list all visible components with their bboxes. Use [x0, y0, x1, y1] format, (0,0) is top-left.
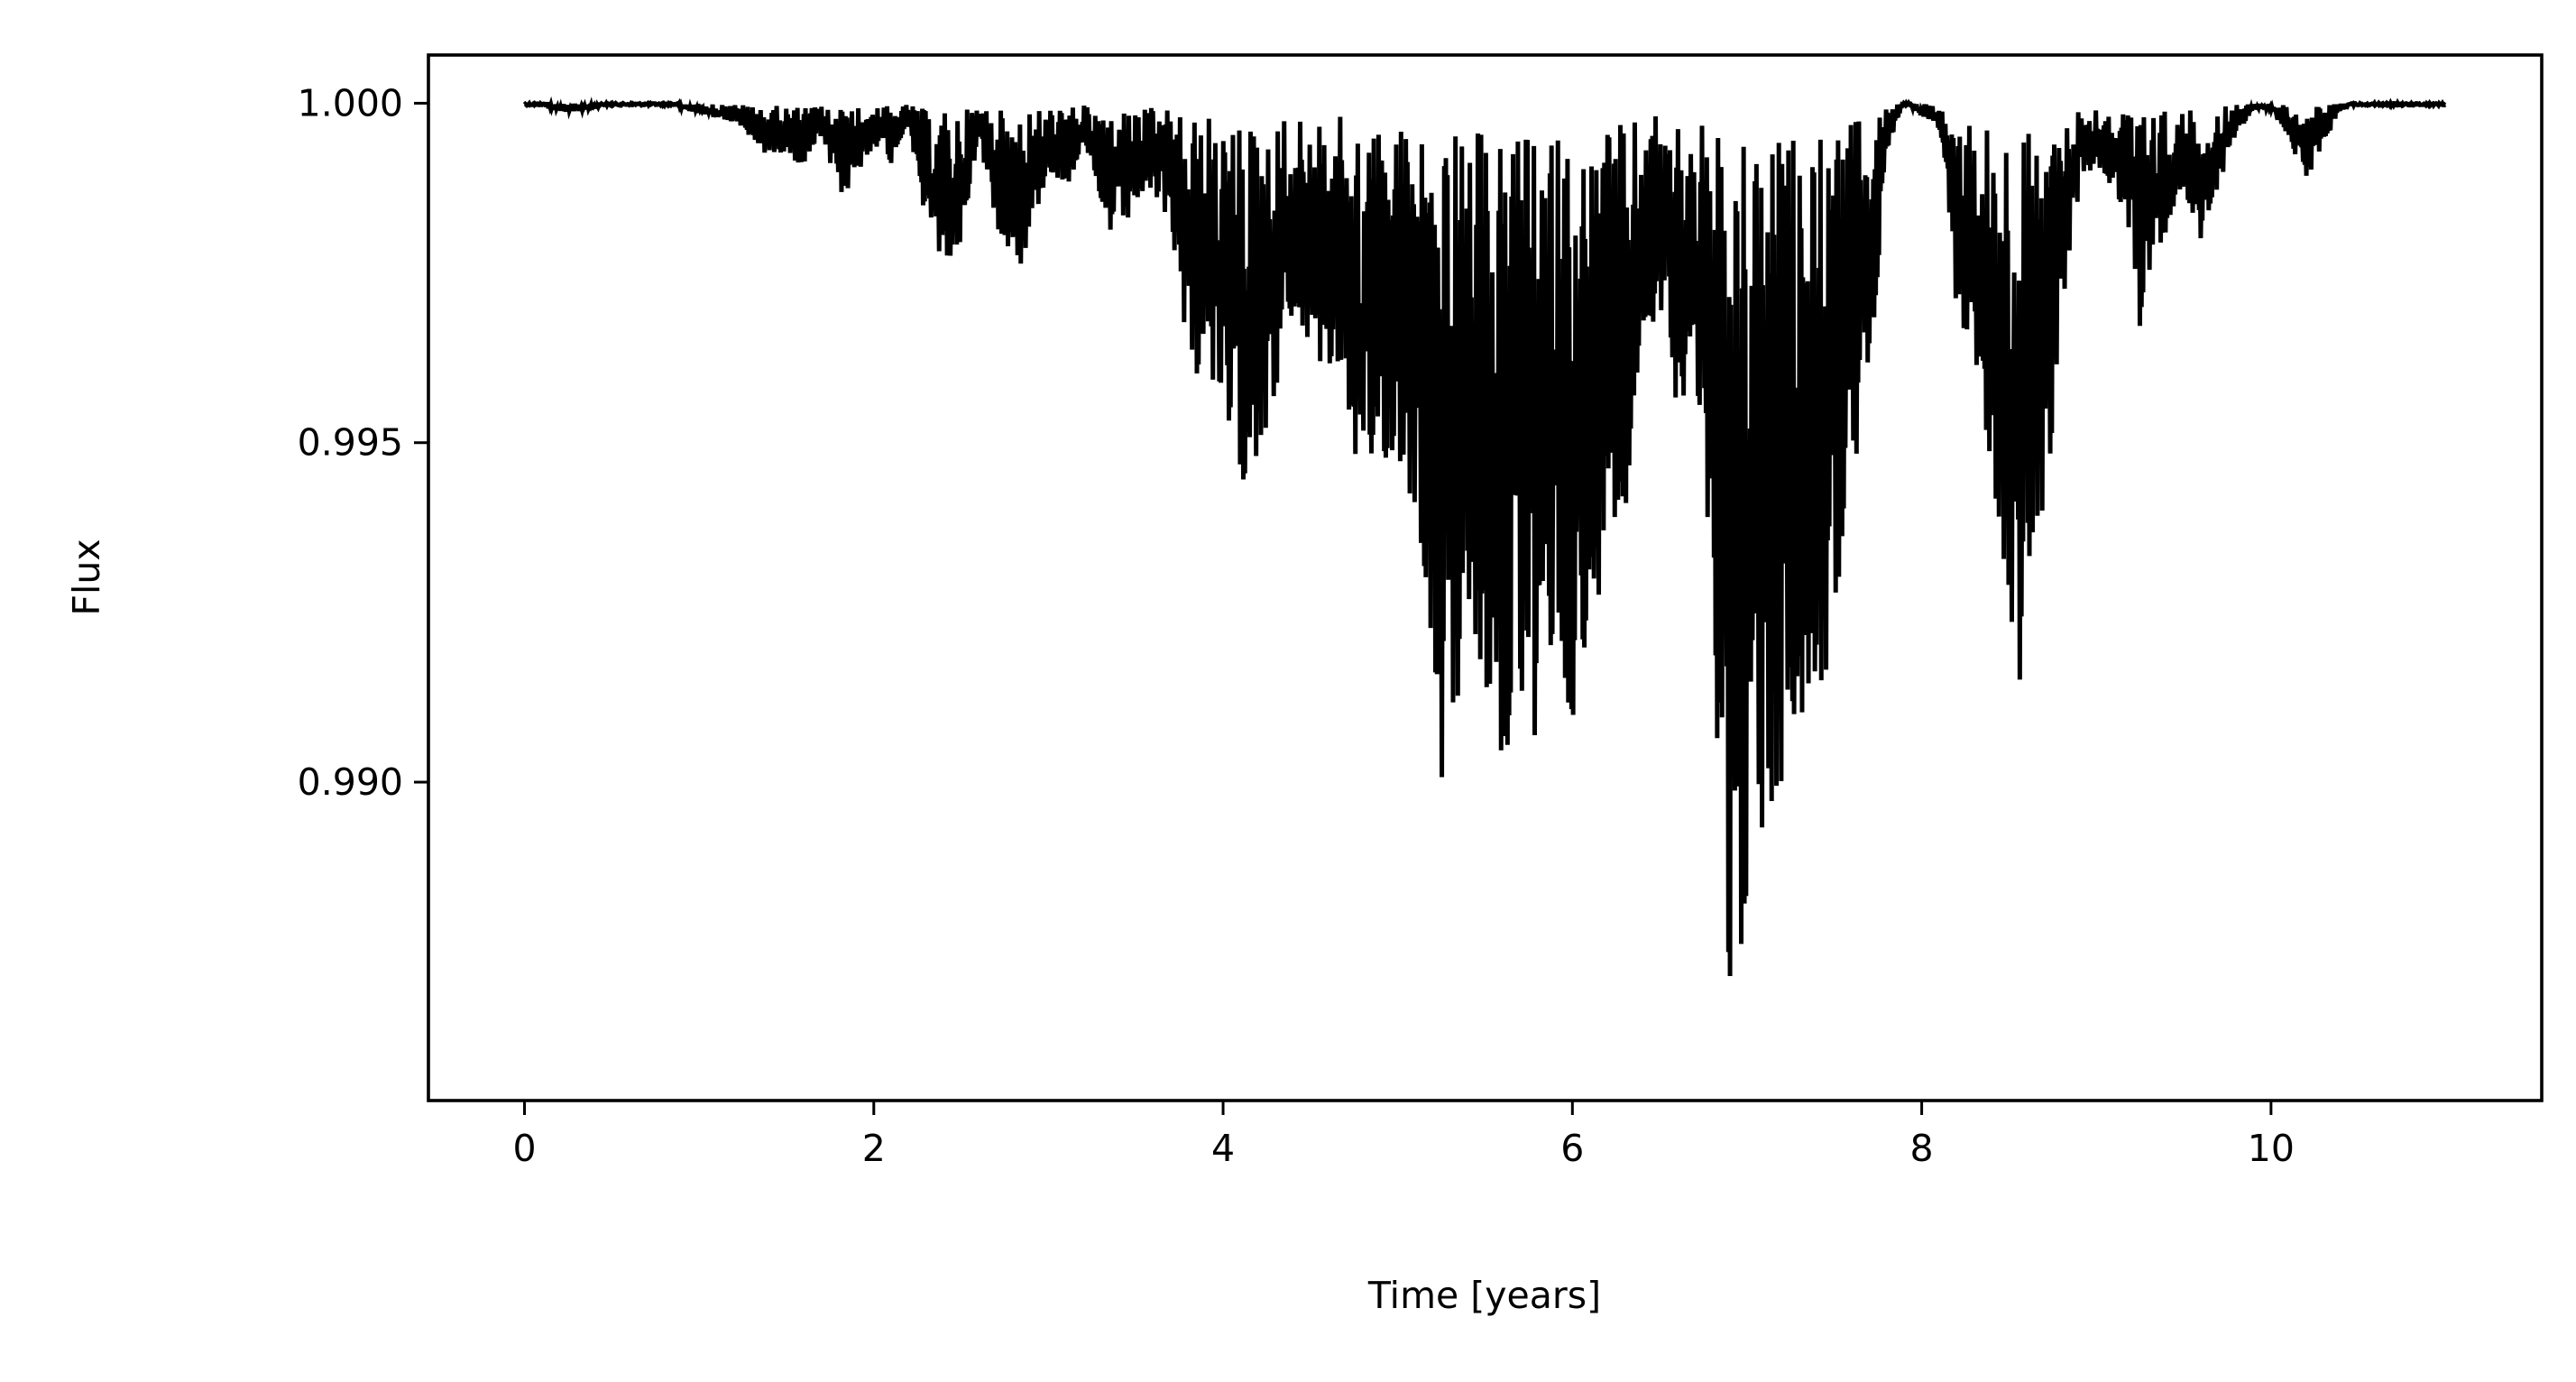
x-tick-label: 8 [1910, 1127, 1934, 1170]
x-tick-label: 6 [1560, 1127, 1584, 1170]
axes-frame [427, 53, 2544, 1102]
x-tick-label: 4 [1211, 1127, 1235, 1170]
x-tick-label: 0 [512, 1127, 536, 1170]
x-tick-label: 2 [862, 1127, 886, 1170]
flux-series-line [522, 96, 2447, 976]
y-tick-label: 0.990 [298, 760, 403, 804]
y-axis-label: Flux [65, 539, 108, 615]
x-tick-label: 10 [2248, 1127, 2295, 1170]
plot-area [522, 96, 2447, 976]
y-tick-label: 0.995 [298, 421, 403, 465]
y-axis: 0.990 0.995 1.000 [298, 81, 428, 804]
y-tick-label: 1.000 [298, 81, 403, 124]
x-axis-label: Time [years] [1367, 1274, 1601, 1317]
x-axis: 0 2 4 6 8 10 [512, 1101, 2295, 1170]
